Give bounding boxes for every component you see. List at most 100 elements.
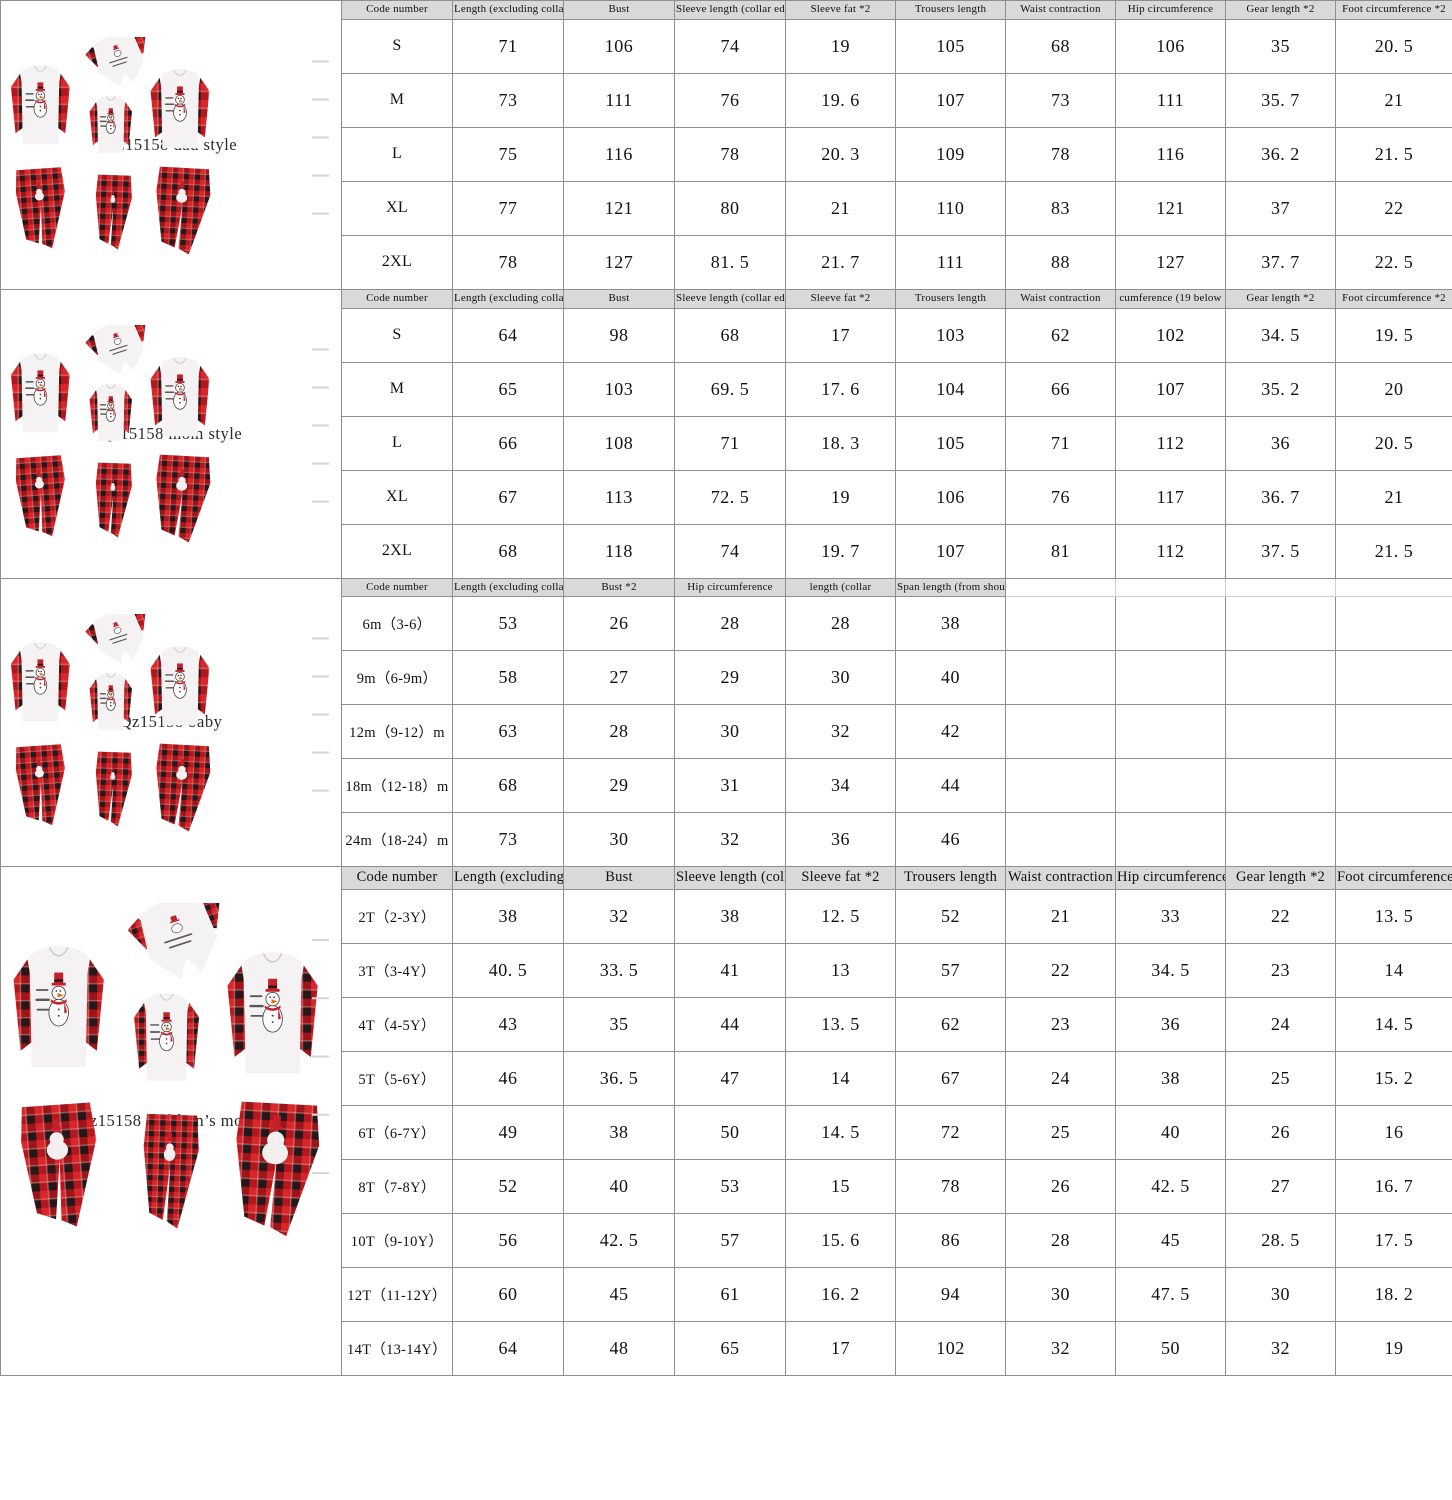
- cell-value: 72: [896, 1105, 1006, 1159]
- cell-value: 15. 2: [1336, 1051, 1452, 1105]
- cell-value: 13. 5: [1336, 889, 1452, 943]
- cell-value: 108: [564, 416, 675, 470]
- cell-size: 3T（3-4Y）: [342, 943, 453, 997]
- cell-value: 36: [1116, 997, 1226, 1051]
- cell-size: M: [342, 73, 453, 127]
- empty-cell: [1336, 705, 1452, 759]
- cell-value: 37. 5: [1226, 524, 1336, 578]
- cell-value: 35. 7: [1226, 73, 1336, 127]
- column-header-gear-length: Gear length *2: [1226, 867, 1336, 890]
- cell-value: 21: [786, 181, 896, 235]
- cell-value: 113: [564, 470, 675, 524]
- cell-value: 67: [896, 1051, 1006, 1105]
- cell-value: 22: [1226, 889, 1336, 943]
- cell-value: 106: [1116, 19, 1226, 73]
- cell-value: 56: [453, 1213, 564, 1267]
- cell-size: 14T（13-14Y）: [342, 1321, 453, 1375]
- cell-value: 72. 5: [675, 470, 786, 524]
- cell-value: 76: [1006, 470, 1116, 524]
- cell-value: 25: [1006, 1105, 1116, 1159]
- cell-value: 104: [896, 362, 1006, 416]
- cell-value: 73: [1006, 73, 1116, 127]
- cell-value: 49: [453, 1105, 564, 1159]
- cell-value: 36: [786, 813, 896, 867]
- cell-size: M: [342, 362, 453, 416]
- empty-cell: [1336, 651, 1452, 705]
- cell-value: 102: [896, 1321, 1006, 1375]
- column-header-bust: Bust: [564, 1, 675, 20]
- cell-value: 32: [1226, 1321, 1336, 1375]
- cell-size: 6m（3-6）: [342, 597, 453, 651]
- cell-value: 16: [1336, 1105, 1452, 1159]
- cell-value: 23: [1226, 943, 1336, 997]
- cell-value: 20. 3: [786, 127, 896, 181]
- cell-value: 33. 5: [564, 943, 675, 997]
- cell-size: 12m（9-12）m: [342, 705, 453, 759]
- cell-value: 36: [1226, 416, 1336, 470]
- cell-value: 48: [564, 1321, 675, 1375]
- empty-cell: [1226, 651, 1336, 705]
- cell-value: 62: [896, 997, 1006, 1051]
- cell-size: S: [342, 19, 453, 73]
- column-header-foot-circumference: Foot circumference *2: [1336, 1, 1452, 20]
- cell-value: 37: [1226, 181, 1336, 235]
- cell-value: 15. 6: [786, 1213, 896, 1267]
- cell-value: 66: [453, 416, 564, 470]
- cell-value: 33: [1116, 889, 1226, 943]
- cell-value: 78: [453, 235, 564, 289]
- cell-value: 42. 5: [1116, 1159, 1226, 1213]
- cell-size: 2XL: [342, 524, 453, 578]
- cell-value: 26: [1006, 1159, 1116, 1213]
- cell-value: 64: [453, 308, 564, 362]
- cell-size: L: [342, 416, 453, 470]
- empty-cell: [1336, 759, 1452, 813]
- cell-value: 75: [453, 127, 564, 181]
- column-header-gear-length: Gear length *2: [1226, 1, 1336, 20]
- cell-value: 21: [1336, 73, 1452, 127]
- cell-value: 68: [1006, 19, 1116, 73]
- cell-value: 71: [453, 19, 564, 73]
- cell-value: 36. 5: [564, 1051, 675, 1105]
- cell-value: 25: [1226, 1051, 1336, 1105]
- cell-value: 28: [786, 597, 896, 651]
- cell-value: 20. 5: [1336, 19, 1452, 73]
- cell-size: 6T（6-7Y）: [342, 1105, 453, 1159]
- column-header-code-number: Code number: [342, 289, 453, 308]
- empty-header-cell: [1116, 578, 1226, 597]
- cell-value: 46: [896, 813, 1006, 867]
- cell-value: 24: [1006, 1051, 1116, 1105]
- cell-value: 102: [1116, 308, 1226, 362]
- cell-value: 60: [453, 1267, 564, 1321]
- cell-value: 29: [564, 759, 675, 813]
- column-header-waist-contraction: Waist contraction: [1006, 1, 1116, 20]
- column-header-waist-contraction: Waist contraction: [1006, 867, 1116, 890]
- cell-size: 9m（6-9m）: [342, 651, 453, 705]
- cell-value: 103: [564, 362, 675, 416]
- cell-value: 105: [896, 416, 1006, 470]
- cell-size: 8T（7-8Y）: [342, 1159, 453, 1213]
- cell-value: 30: [1006, 1267, 1116, 1321]
- cell-value: 38: [564, 1105, 675, 1159]
- empty-header-cell: [1226, 578, 1336, 597]
- cell-value: 34. 5: [1226, 308, 1336, 362]
- cell-value: 35. 2: [1226, 362, 1336, 416]
- cell-value: 46: [453, 1051, 564, 1105]
- cell-value: 83: [1006, 181, 1116, 235]
- cell-value: 30: [564, 813, 675, 867]
- cell-value: 35: [564, 997, 675, 1051]
- cell-size: 2T（2-3Y）: [342, 889, 453, 943]
- cell-value: 53: [453, 597, 564, 651]
- cell-value: 118: [564, 524, 675, 578]
- column-header-bust: Bust: [564, 289, 675, 308]
- cell-value: 86: [896, 1213, 1006, 1267]
- cell-value: 28: [1006, 1213, 1116, 1267]
- column-header-foot-circumference: Foot circumference *2: [1336, 867, 1452, 890]
- column-header-trousers-length: Trousers length: [896, 289, 1006, 308]
- empty-cell: [1116, 759, 1226, 813]
- cell-size: 24m（18-24）m: [342, 813, 453, 867]
- cell-value: 50: [1116, 1321, 1226, 1375]
- cell-value: 111: [896, 235, 1006, 289]
- column-header-hip-circumference: Hip circumference: [675, 578, 786, 597]
- cell-value: 38: [896, 597, 1006, 651]
- cell-size: XL: [342, 181, 453, 235]
